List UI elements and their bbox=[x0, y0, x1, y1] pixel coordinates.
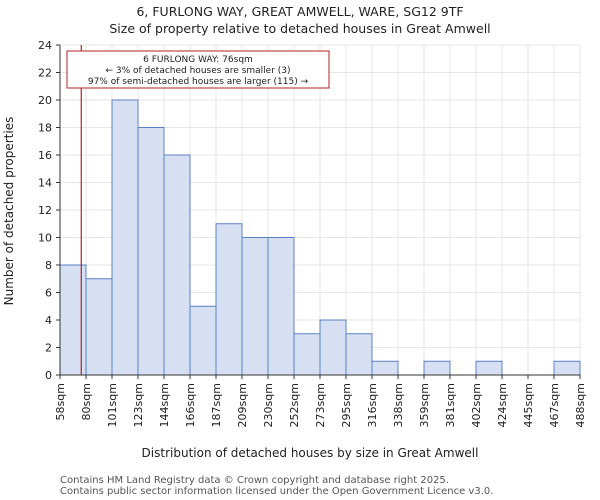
x-tick-label: 424sqm bbox=[496, 383, 509, 427]
bar bbox=[163, 154, 191, 376]
bar bbox=[293, 333, 321, 376]
annotation-line-3: 97% of semi-detached houses are larger (… bbox=[88, 77, 309, 87]
x-tick-label: 402sqm bbox=[470, 383, 483, 427]
x-tick-label: 445sqm bbox=[522, 383, 535, 427]
x-tick-label: 230sqm bbox=[262, 383, 275, 427]
x-tick-label: 316sqm bbox=[366, 383, 379, 427]
annotation-line-2: ← 3% of detached houses are smaller (3) bbox=[105, 66, 290, 76]
bar bbox=[189, 305, 217, 376]
x-axis-label: Distribution of detached houses by size … bbox=[142, 446, 479, 460]
x-tick-label: 144sqm bbox=[158, 383, 171, 427]
footer-line-2: Contains public sector information licen… bbox=[60, 486, 493, 497]
bar bbox=[111, 99, 139, 376]
y-tick-label: 0 bbox=[45, 369, 52, 382]
bar bbox=[345, 333, 373, 376]
y-tick-label: 10 bbox=[38, 232, 52, 245]
y-tick-label: 20 bbox=[38, 94, 52, 107]
y-tick-label: 12 bbox=[38, 204, 52, 217]
x-tick-label: 338sqm bbox=[392, 383, 405, 427]
x-tick-label: 359sqm bbox=[418, 383, 431, 427]
x-tick-label: 488sqm bbox=[574, 383, 587, 427]
x-tick-label: 80sqm bbox=[80, 383, 93, 420]
annotation-line-1: 6 FURLONG WAY: 76sqm bbox=[143, 55, 253, 65]
x-tick-label: 101sqm bbox=[106, 383, 119, 427]
y-tick-label: 22 bbox=[38, 67, 52, 80]
y-tick-label: 4 bbox=[45, 314, 52, 327]
x-tick-label: 123sqm bbox=[132, 383, 145, 427]
bar bbox=[553, 360, 581, 376]
annotation-box bbox=[66, 50, 330, 89]
bar bbox=[215, 223, 243, 376]
bar bbox=[85, 278, 113, 376]
chart-subtitle: Size of property relative to detached ho… bbox=[109, 21, 490, 36]
x-tick-label: 273sqm bbox=[314, 383, 327, 427]
bar bbox=[59, 264, 87, 376]
y-tick-label: 18 bbox=[38, 122, 52, 135]
bar bbox=[319, 319, 347, 376]
bar bbox=[475, 360, 503, 376]
y-tick-label: 24 bbox=[38, 39, 52, 52]
chart-title: 6, FURLONG WAY, GREAT AMWELL, WARE, SG12… bbox=[136, 4, 463, 19]
y-tick-label: 6 bbox=[45, 287, 52, 300]
x-tick-label: 295sqm bbox=[340, 383, 353, 427]
x-tick-label: 166sqm bbox=[184, 383, 197, 427]
x-tick-label: 209sqm bbox=[236, 383, 249, 427]
y-tick-label: 2 bbox=[45, 342, 52, 355]
bar bbox=[137, 127, 165, 376]
y-tick-label: 14 bbox=[38, 177, 52, 190]
x-tick-label: 467sqm bbox=[548, 383, 561, 427]
bar bbox=[423, 360, 451, 376]
y-tick-label: 16 bbox=[38, 149, 52, 162]
y-tick-label: 8 bbox=[45, 259, 52, 272]
footer-line-1: Contains HM Land Registry data © Crown c… bbox=[60, 475, 449, 486]
bar bbox=[267, 237, 295, 376]
x-tick-label: 381sqm bbox=[444, 383, 457, 427]
x-tick-label: 252sqm bbox=[288, 383, 301, 427]
x-tick-label: 58sqm bbox=[54, 383, 67, 420]
bar bbox=[371, 360, 399, 376]
x-tick-label: 187sqm bbox=[210, 383, 223, 427]
y-axis-label: Number of detached properties bbox=[2, 117, 16, 306]
bar bbox=[241, 237, 269, 376]
